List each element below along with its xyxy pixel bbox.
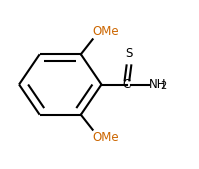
Text: S: S xyxy=(125,47,133,59)
Text: NH: NH xyxy=(149,78,166,91)
Text: OMe: OMe xyxy=(93,130,119,143)
Text: OMe: OMe xyxy=(93,26,119,39)
Text: 2: 2 xyxy=(160,81,166,91)
Text: C: C xyxy=(123,78,131,91)
